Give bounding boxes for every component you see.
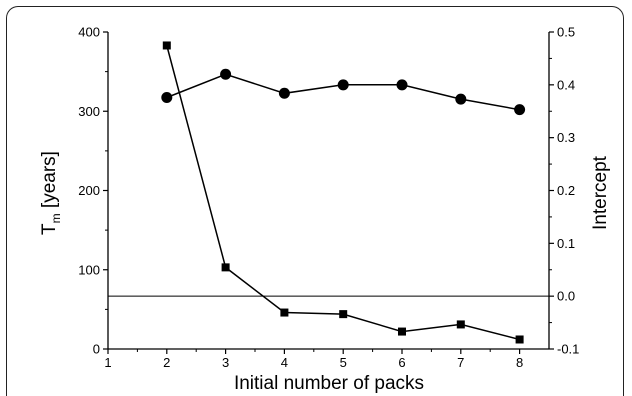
x-tick-label: 7 (457, 355, 464, 370)
y-left-tick-label: 200 (78, 183, 100, 198)
series-1-point (398, 327, 406, 336)
y-right-tick-label: 0.4 (557, 77, 575, 92)
y-left-tick-label: 100 (78, 262, 100, 277)
series-2-point (396, 79, 408, 91)
series-1-point (221, 263, 230, 272)
x-tick-label: 1 (104, 355, 111, 370)
y-left-tick-label: 0 (93, 342, 100, 357)
figure-frame (6, 6, 624, 396)
y-right-tick-label: 0.2 (557, 183, 575, 198)
y-axis-left-label-main: T (39, 223, 60, 235)
series-2-point (337, 79, 349, 91)
series-2-point (220, 68, 232, 80)
series-1-point (456, 320, 465, 329)
series-1-point (162, 41, 171, 50)
y-right-tick-label: 0.5 (557, 25, 575, 40)
y-right-tick-label: -0.1 (557, 342, 579, 357)
series-1-point (515, 335, 524, 344)
axes (103, 31, 554, 354)
y-axis-left-label-subscript: m (49, 213, 63, 223)
x-tick-label: 6 (398, 355, 405, 370)
series-2-point (161, 92, 173, 104)
y-right-tick-label: 0.3 (557, 130, 575, 145)
series-2-point (278, 87, 290, 99)
x-tick-label: 3 (222, 355, 229, 370)
y-left-tick-label: 400 (78, 25, 100, 40)
series-layer (161, 41, 526, 344)
x-tick-label: 8 (516, 355, 523, 370)
y-right-tick-label: 0.1 (557, 236, 575, 251)
y-axis-left-label-unit: [years] (39, 151, 60, 213)
x-axis-label: Initial number of packs (234, 373, 424, 393)
series-1-point (280, 308, 289, 317)
x-tick-label: 2 (163, 355, 170, 370)
y-right-tick-label: 0.0 (557, 289, 575, 304)
y-axis-left-label: Tm [years] (39, 151, 63, 235)
tick-labels: 1 2 3 4 5 6 7 8 0 100 200 300 400 -0.1 0.0 0.1 0.2 0.3 0.4… (78, 25, 579, 371)
series-1-point (339, 310, 348, 319)
y-axis-right-label: Intercept (590, 155, 611, 230)
series-2-point (455, 93, 467, 105)
y-left-tick-label: 300 (78, 104, 100, 119)
x-tick-label: 4 (281, 355, 288, 370)
series-2-point (514, 104, 526, 116)
x-tick-label: 5 (340, 355, 347, 370)
